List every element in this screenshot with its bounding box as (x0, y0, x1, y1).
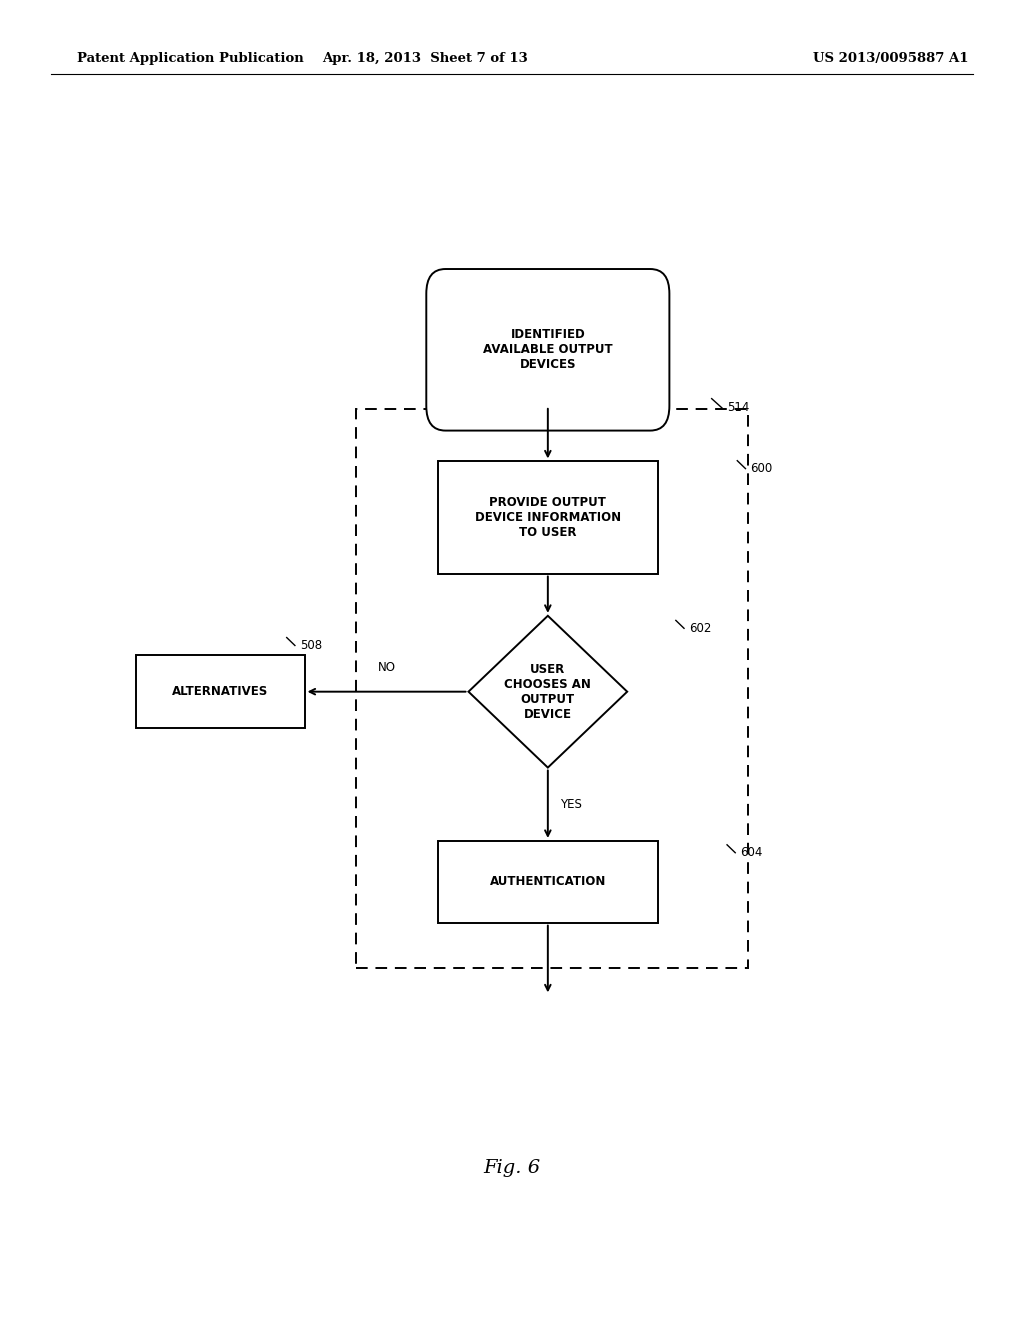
Bar (438, 462, 658, 573)
Text: 600: 600 (751, 462, 773, 475)
Text: PROVIDE OUTPUT
DEVICE INFORMATION
TO USER: PROVIDE OUTPUT DEVICE INFORMATION TO USE… (475, 496, 621, 539)
Bar (135, 656, 305, 729)
FancyBboxPatch shape (426, 269, 670, 430)
Bar (438, 841, 658, 923)
Text: 604: 604 (740, 846, 763, 859)
Text: NO: NO (378, 661, 395, 675)
Text: USER
CHOOSES AN
OUTPUT
DEVICE: USER CHOOSES AN OUTPUT DEVICE (505, 663, 591, 721)
Text: ALTERNATIVES: ALTERNATIVES (172, 685, 268, 698)
Text: 602: 602 (689, 622, 712, 635)
Text: 508: 508 (300, 639, 323, 652)
Text: US 2013/0095887 A1: US 2013/0095887 A1 (813, 51, 969, 65)
Text: IDENTIFIED
AVAILABLE OUTPUT
DEVICES: IDENTIFIED AVAILABLE OUTPUT DEVICES (483, 329, 612, 371)
Text: YES: YES (560, 797, 582, 810)
Text: 514: 514 (727, 401, 750, 414)
Polygon shape (469, 615, 627, 768)
Bar (356, 409, 748, 968)
Text: Fig. 6: Fig. 6 (483, 1159, 541, 1177)
Text: AUTHENTICATION: AUTHENTICATION (489, 875, 606, 888)
Text: Patent Application Publication: Patent Application Publication (77, 51, 303, 65)
Text: Apr. 18, 2013  Sheet 7 of 13: Apr. 18, 2013 Sheet 7 of 13 (323, 51, 527, 65)
